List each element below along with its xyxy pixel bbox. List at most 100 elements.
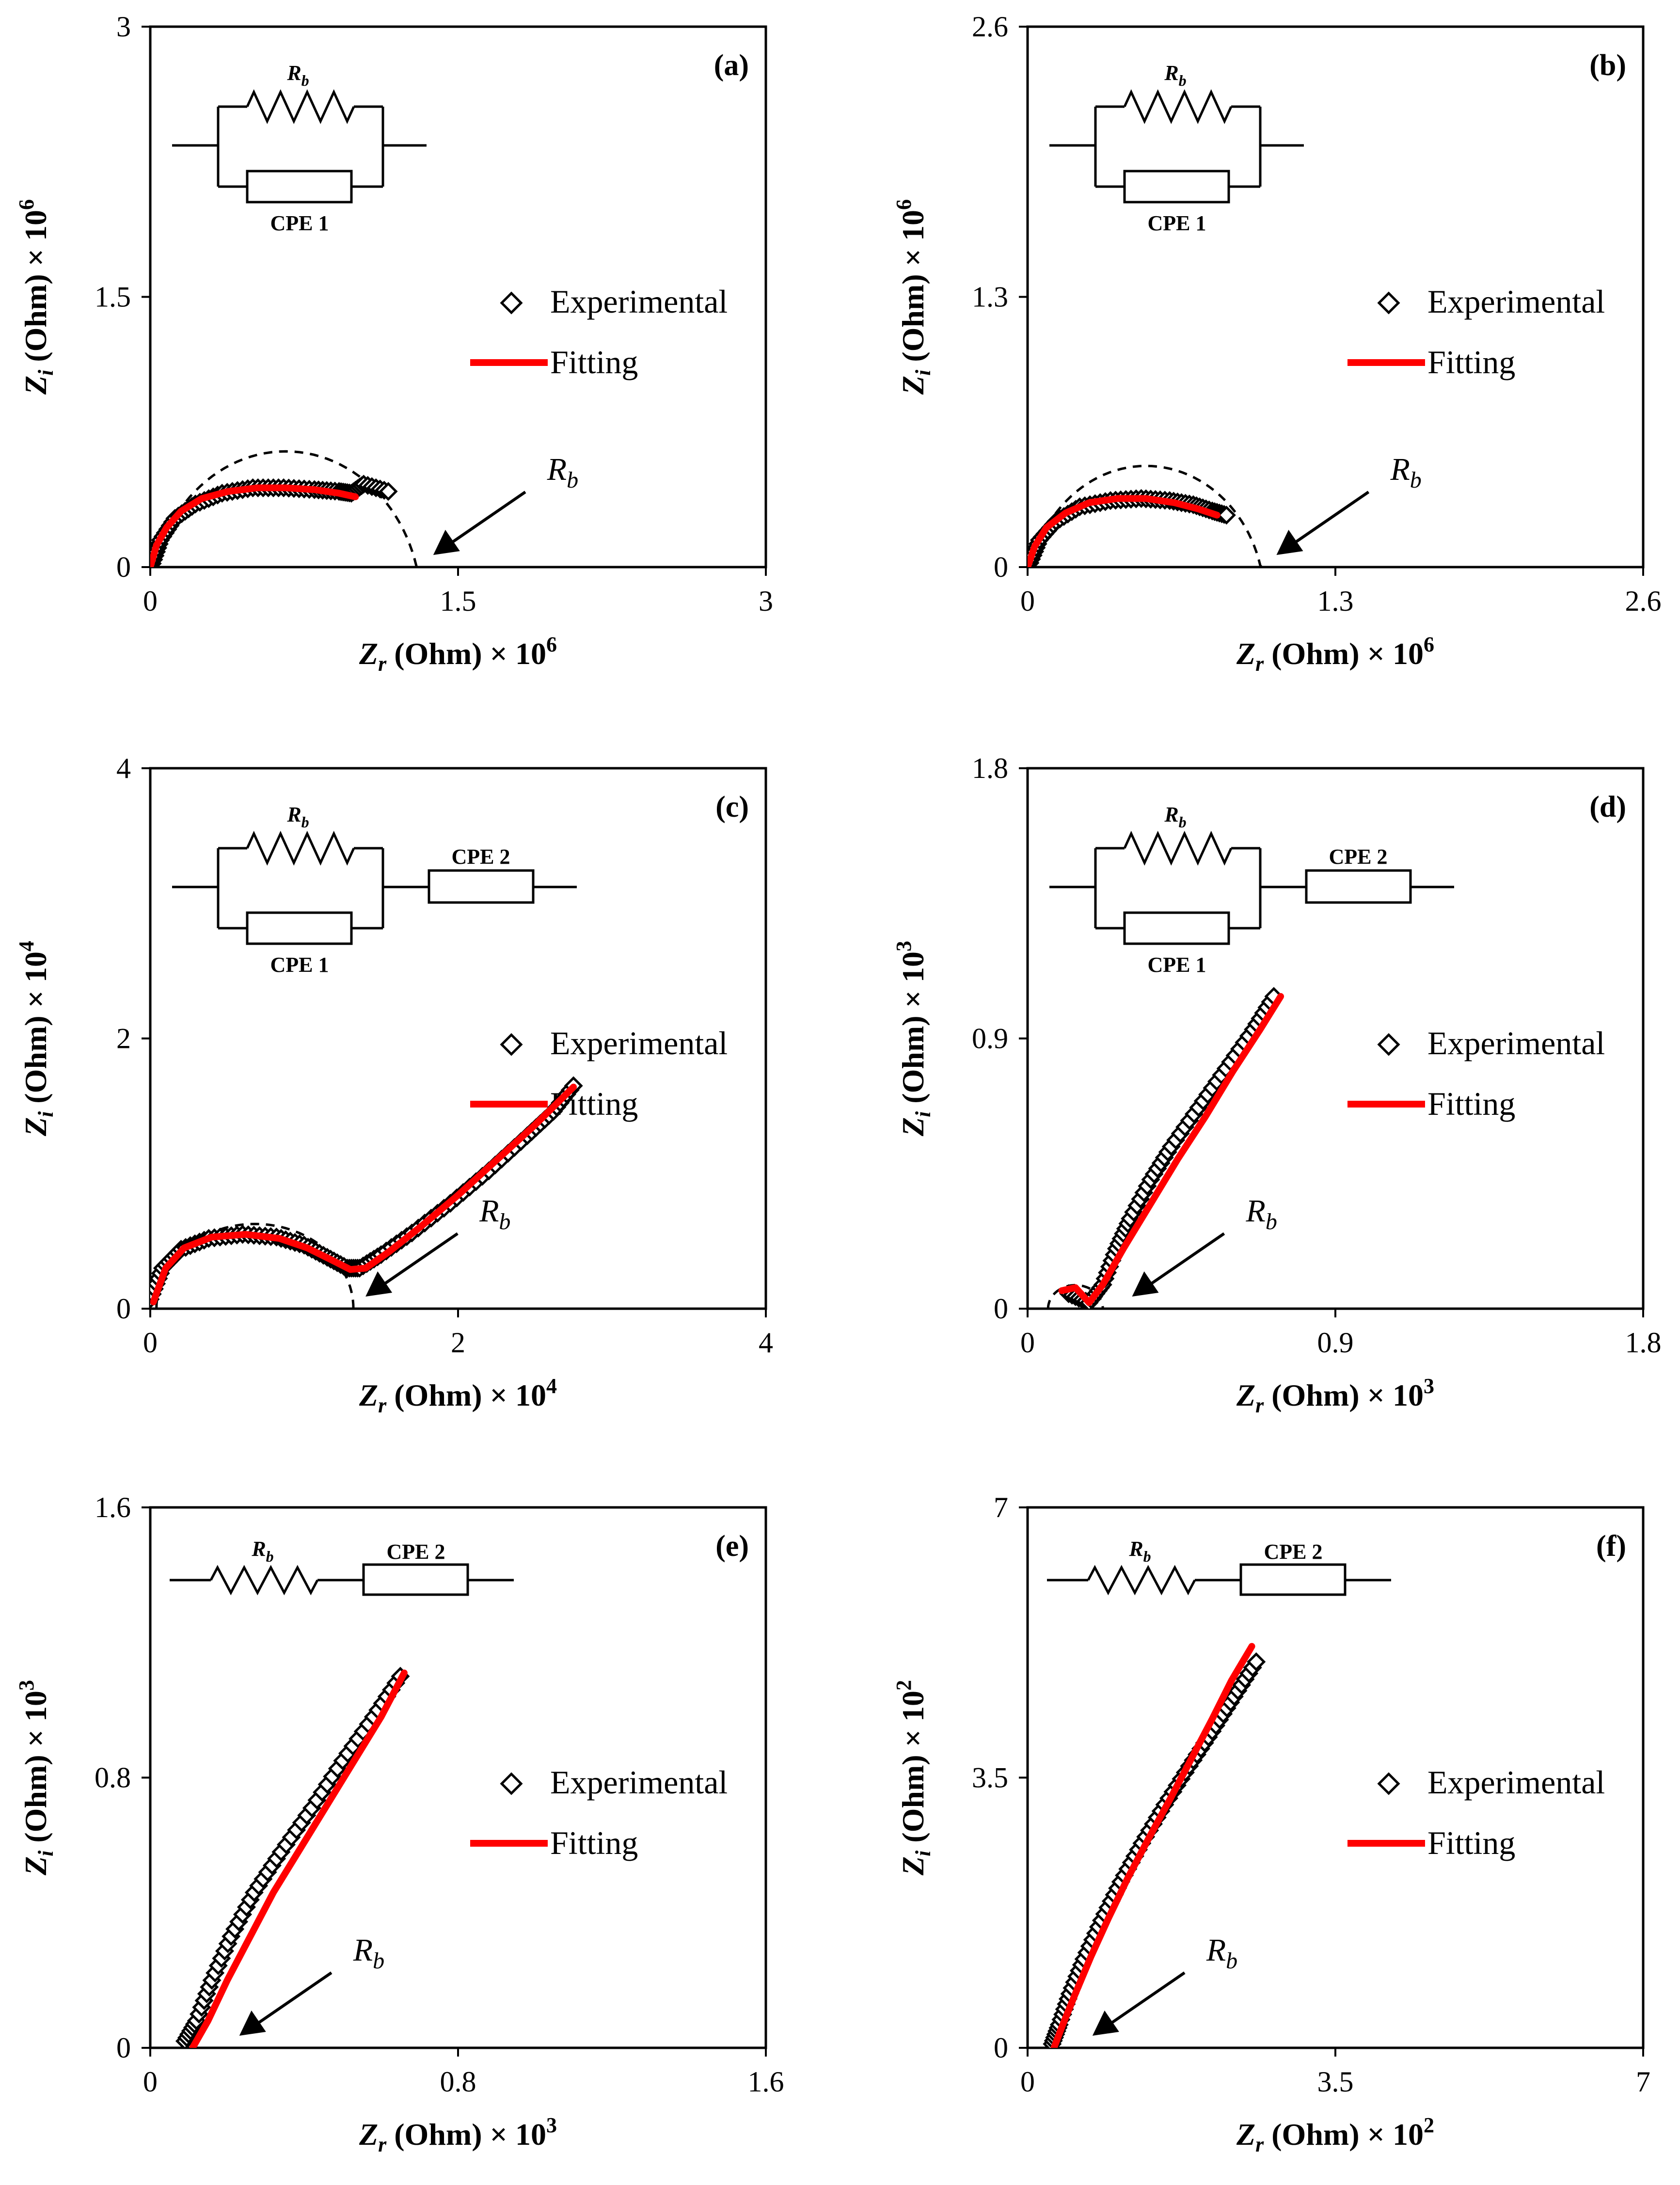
circuit-rb-label: Rb [286, 61, 309, 89]
x-tick-label: 0 [143, 2066, 158, 2098]
legend-experimental-label: Experimental [1427, 1764, 1605, 1801]
fitting-line [192, 1673, 404, 2048]
x-axis-label: Zr (Ohm) × 106 [359, 633, 557, 676]
resistor-symbol [247, 834, 354, 863]
chart-panel-d: 0 0.9 1.800.91.8Zr (Ohm) × 103Zi (Ohm) × 1… [892, 752, 1662, 1417]
rb-annotation-label: Rb [1206, 1932, 1237, 1974]
y-tick-label: 0 [116, 1293, 131, 1325]
plot-area [1045, 1647, 1264, 2052]
circuit-cpe2-label: CPE 2 [1329, 845, 1388, 869]
plot-area [144, 451, 421, 571]
legend-experimental-label: Experimental [550, 1025, 728, 1061]
cpe-symbol [1125, 913, 1229, 944]
circuit-cpe1-label: CPE 1 [1148, 211, 1206, 235]
panel-label: (e) [715, 1530, 749, 1563]
y-tick-label: 7 [994, 1491, 1008, 1523]
figure: 0 1.5 301.53Zr (Ohm) × 106Zi (Ohm) × 106(a… [0, 0, 1680, 2185]
panel-label: (d) [1589, 791, 1626, 823]
x-tick-label: 3 [759, 585, 773, 617]
rb-arrow [254, 1973, 332, 2026]
chart-panel-b: 0 1.3 2.6 0 1.3 2.6 Zr (Ohm) × 106 Zi (Ohm) × 1… [892, 11, 1662, 676]
resistor-symbol [247, 92, 354, 121]
x-axis-label: Zr (Ohm) × 104 [359, 1374, 557, 1417]
rb-arrow-head [433, 530, 460, 555]
y-axis-label: Zi (Ohm) × 102 [892, 1680, 935, 1876]
x-tick-label: 2.6 [1625, 585, 1662, 617]
y-tick-label: 1.3 [972, 281, 1008, 313]
y-tick-label: 0.8 [95, 1762, 131, 1794]
resistor-symbol [1125, 92, 1231, 121]
y-tick-label: 0 [994, 2032, 1008, 2064]
y-tick-label: 1.8 [972, 752, 1008, 784]
cpe-symbol [364, 1565, 468, 1595]
rb-arrow-head [1093, 2011, 1119, 2036]
x-tick-label: 1.5 [440, 585, 476, 617]
y-tick-label: 0 [994, 551, 1008, 583]
cpe-symbol [429, 871, 533, 902]
plot-area [177, 1668, 408, 2049]
rb-annotation-label: Rb [353, 1932, 384, 1974]
x-tick-label: 0 [1020, 2066, 1035, 2098]
y-axis-label: Zi (Ohm) × 106 [15, 199, 58, 395]
cpe-symbol [247, 171, 351, 202]
x-tick-label: 1.3 [1317, 585, 1354, 617]
legend-fitting-label: Fitting [550, 344, 638, 380]
circuit-cpe1-label: CPE 1 [270, 953, 329, 977]
fitting-line [1028, 499, 1217, 568]
x-tick-label: 0 [143, 1327, 158, 1359]
cpe-symbol [1306, 871, 1411, 902]
x-tick-label: 0.9 [1317, 1327, 1354, 1359]
legend-experimental-label: Experimental [550, 283, 728, 320]
chart-panel-e: 0 0.8 1.600.81.6Zr (Ohm) × 103Zi (Ohm) × 1… [15, 1491, 784, 2156]
y-tick-label: 3.5 [972, 1762, 1008, 1794]
circuit-cpe1-label: CPE 1 [1148, 953, 1206, 977]
chart-panel-c: 0 2 4024Zr (Ohm) × 104Zi (Ohm) × 104(c)RbC… [15, 752, 773, 1417]
rb-annotation-label: Rb [1390, 452, 1421, 493]
circuit-rb-label: Rb [251, 1537, 273, 1565]
circuit-cpe2-label: CPE 2 [452, 845, 510, 869]
plot-area [1048, 989, 1282, 1311]
legend-fitting-label: Fitting [1427, 1085, 1515, 1122]
panel-label: (f) [1596, 1530, 1626, 1563]
y-axis-label: Zi (Ohm) × 106 [892, 199, 935, 395]
circuit-rb-label: Rb [1164, 803, 1186, 831]
y-tick-label: 0 [994, 1293, 1008, 1325]
rb-arrow [448, 492, 525, 545]
legend-experimental-label: Experimental [1427, 1025, 1605, 1061]
legend-fitting-label: Fitting [550, 1824, 638, 1861]
rb-arrow-head [239, 2011, 266, 2036]
x-tick-label: 2 [451, 1327, 465, 1359]
circuit-cpe1-label: CPE 1 [270, 211, 329, 235]
cpe-symbol [247, 913, 351, 944]
circuit-rb-label: Rb [286, 803, 309, 831]
rb-annotation-label: Rb [547, 452, 578, 493]
x-tick-label: 3.5 [1317, 2066, 1354, 2098]
rb-arrow-head [365, 1271, 392, 1297]
fitting-line [1054, 1647, 1252, 2048]
rb-arrow [1147, 1234, 1224, 1287]
resistor-symbol [1125, 834, 1231, 863]
experimental-point [502, 293, 521, 313]
rb-arrow [1291, 492, 1368, 545]
resistor-symbol [1088, 1568, 1195, 1593]
circuit-cpe2-label: CPE 2 [1264, 1540, 1323, 1564]
rb-arrow-head [1132, 1271, 1159, 1297]
y-tick-label: 2 [116, 1023, 131, 1055]
experimental-point [1379, 1774, 1398, 1793]
cpe-symbol [1125, 171, 1229, 202]
x-axis-label: Zr (Ohm) × 103 [1236, 1374, 1434, 1417]
rb-annotation-label: Rb [1246, 1193, 1277, 1235]
chart-panel-f: 0 3.5 7 0 3.5 7 Zr (Ohm) × 102 Zi (Ohm) × 102 (f… [892, 1491, 1650, 2156]
rb-annotation-label: Rb [479, 1193, 510, 1235]
experimental-point [502, 1035, 521, 1054]
x-tick-label: 0 [143, 585, 158, 617]
x-axis-label: Zr (Ohm) × 103 [359, 2113, 557, 2156]
fitting-line [153, 1087, 573, 1302]
plot-area [1022, 466, 1265, 570]
x-tick-label: 0.8 [440, 2066, 476, 2098]
experimental-point [502, 1774, 521, 1793]
circuit-cpe2-label: CPE 2 [387, 1540, 445, 1564]
circuit-rb-label: Rb [1128, 1537, 1151, 1565]
x-tick-label: 0 [1020, 585, 1035, 617]
y-tick-label: 0 [116, 2032, 131, 2064]
